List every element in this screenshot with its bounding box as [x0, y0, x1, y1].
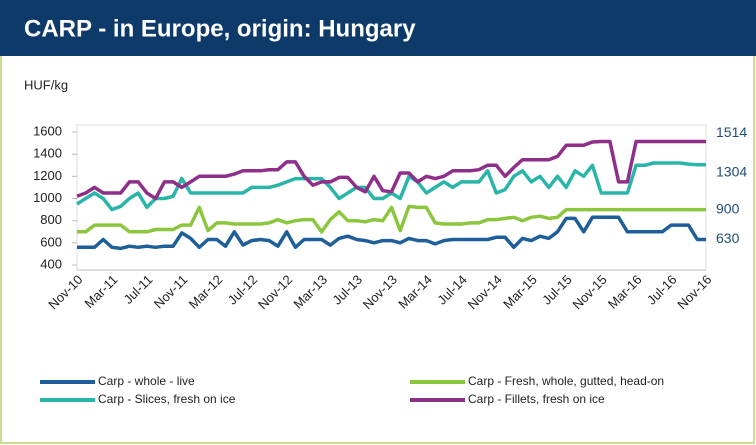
legend-label: Carp - Fillets, fresh on ice	[468, 392, 605, 406]
y-tick-label: 1600	[33, 123, 62, 138]
y-tick-label: 1000	[33, 190, 62, 205]
legend-label: Carp - Slices, fresh on ice	[98, 392, 236, 406]
y-tick-label: 600	[40, 234, 62, 249]
y-tick-label: 1200	[33, 168, 62, 183]
legend-label: Carp - Fresh, whole, gutted, head-on	[468, 374, 664, 388]
end-label: 1514	[716, 124, 747, 140]
chart-title: CARP - in Europe, origin: Hungary	[24, 15, 416, 42]
end-label: 900	[716, 200, 740, 216]
series-line	[77, 204, 706, 234]
end-label: 1304	[716, 164, 747, 180]
series-line	[76, 139, 706, 201]
series-line	[77, 215, 706, 251]
y-tick-label: 400	[40, 256, 62, 271]
end-label: 630	[716, 230, 740, 246]
legend-label: Carp - whole - live	[98, 374, 195, 388]
title-bar	[0, 0, 756, 56]
y-tick-label: 800	[40, 212, 62, 227]
y-axis-label: HUF/kg	[24, 77, 68, 92]
y-tick-label: 1400	[33, 146, 62, 161]
